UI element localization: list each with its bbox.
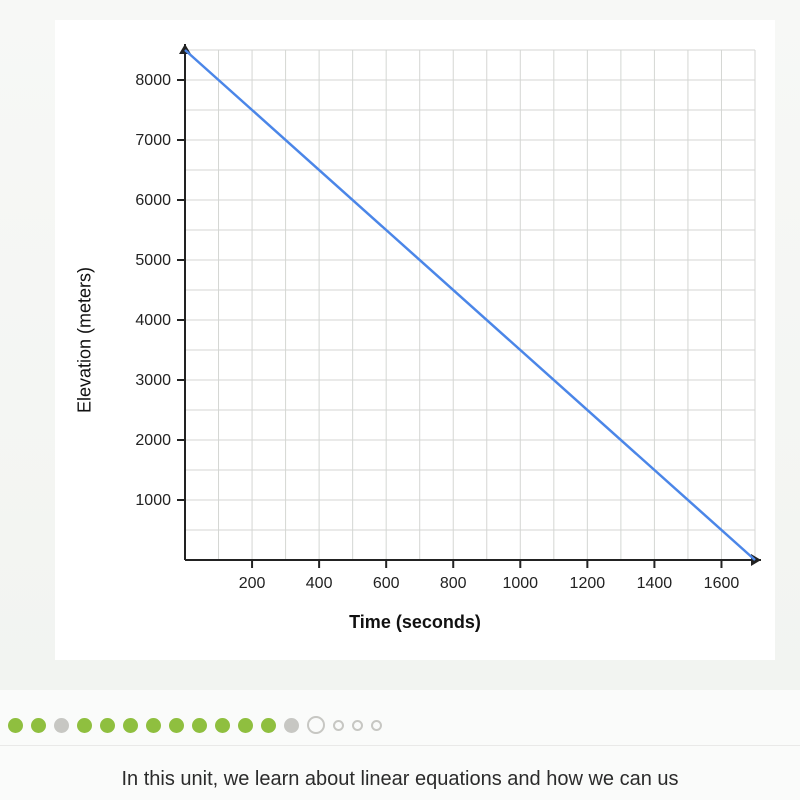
- svg-text:8000: 8000: [135, 72, 171, 89]
- unit-intro-text: In this unit, we learn about linear equa…: [0, 768, 800, 791]
- svg-text:600: 600: [373, 575, 400, 592]
- x-axis-label: Time (seconds): [55, 612, 775, 633]
- progress-dots: [0, 716, 382, 734]
- progress-dot-hollow[interactable]: [333, 720, 344, 731]
- progress-dot[interactable]: [238, 718, 253, 733]
- svg-text:7000: 7000: [135, 132, 171, 149]
- svg-text:4000: 4000: [135, 312, 171, 329]
- progress-dot[interactable]: [284, 718, 299, 733]
- svg-text:3000: 3000: [135, 372, 171, 389]
- svg-text:2000: 2000: [135, 432, 171, 449]
- svg-text:1000: 1000: [502, 575, 538, 592]
- progress-dot[interactable]: [215, 718, 230, 733]
- progress-dot[interactable]: [54, 718, 69, 733]
- progress-dot[interactable]: [31, 718, 46, 733]
- y-axis-label: Elevation (meters): [75, 267, 96, 413]
- screenshot-root: 200 400 600 800 1000 1200 1400 1600 1000 2000 3000…: [0, 0, 800, 800]
- chart-area: 200 400 600 800 1000 1200 1400 1600 1000 2000 3000…: [55, 20, 775, 660]
- progress-dot[interactable]: [123, 718, 138, 733]
- progress-dot-hollow[interactable]: [371, 720, 382, 731]
- svg-text:1600: 1600: [704, 575, 740, 592]
- svg-text:1000: 1000: [135, 492, 171, 509]
- svg-text:1400: 1400: [637, 575, 673, 592]
- svg-text:800: 800: [440, 575, 467, 592]
- progress-dot[interactable]: [8, 718, 23, 733]
- progress-dot[interactable]: [146, 718, 161, 733]
- progress-dot[interactable]: [169, 718, 184, 733]
- svg-text:400: 400: [306, 575, 333, 592]
- progress-dot-hollow[interactable]: [352, 720, 363, 731]
- progress-dot[interactable]: [261, 718, 276, 733]
- progress-dot[interactable]: [192, 718, 207, 733]
- svg-text:200: 200: [239, 575, 266, 592]
- progress-dot[interactable]: [77, 718, 92, 733]
- elevation-chart: 200 400 600 800 1000 1200 1400 1600 1000 2000 3000…: [55, 20, 775, 660]
- svg-text:6000: 6000: [135, 192, 171, 209]
- progress-dot[interactable]: [100, 718, 115, 733]
- svg-text:5000: 5000: [135, 252, 171, 269]
- divider: [0, 745, 800, 746]
- progress-dot-hollow[interactable]: [307, 716, 325, 734]
- svg-text:1200: 1200: [570, 575, 606, 592]
- chart-card: 200 400 600 800 1000 1200 1400 1600 1000 2000 3000…: [55, 20, 775, 660]
